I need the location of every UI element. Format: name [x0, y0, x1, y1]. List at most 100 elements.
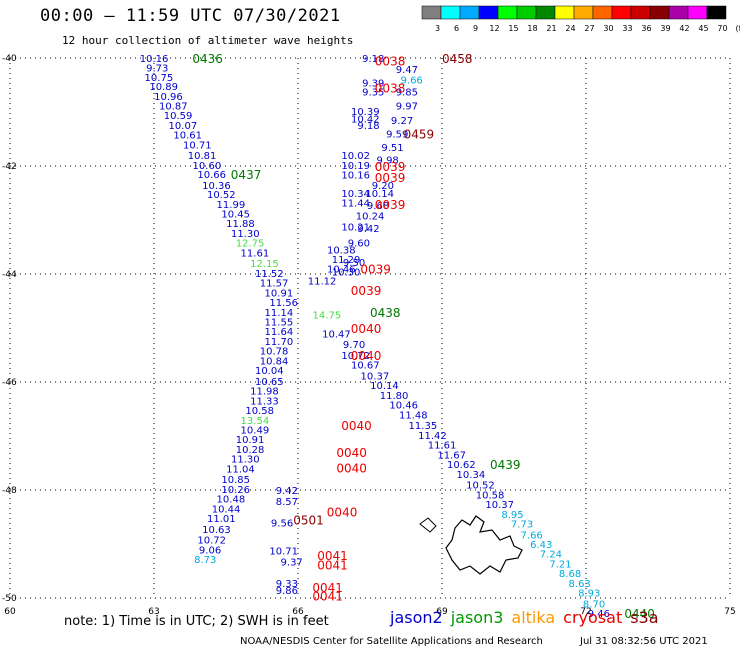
wave-height-value: 10.85	[221, 475, 250, 486]
wave-height-value: 10.21	[341, 222, 370, 233]
wave-height-value: 10.84	[260, 356, 289, 367]
chart-subtitle: 12 hour collection of altimeter wave hei…	[62, 34, 354, 47]
pass-time-label: 0041	[312, 589, 343, 603]
colorbar-label: 42	[679, 24, 689, 33]
legend-item-altika: altika	[511, 608, 556, 627]
wave-height-value: 9.39	[362, 78, 384, 89]
wave-height-value: 11.67	[437, 450, 466, 461]
wave-height-value: 9.73	[146, 64, 168, 75]
wave-height-value: 10.75	[145, 73, 174, 84]
wave-height-value: 11.04	[226, 464, 255, 475]
x-tick-label: 75	[724, 607, 735, 617]
wave-height-value: 10.45	[221, 210, 250, 221]
wave-height-value: 7.66	[521, 530, 543, 541]
wave-height-value: 10.59	[164, 111, 193, 122]
wave-height-value: 9.18	[357, 121, 379, 132]
wave-height-value: 9.50	[343, 258, 365, 269]
wave-height-value: 11.30	[231, 455, 260, 466]
wave-height-value: 9.59	[386, 130, 408, 141]
y-tick-label: -44	[2, 270, 17, 280]
wave-height-value: 11.48	[399, 410, 428, 421]
wave-height-value: 10.48	[217, 495, 246, 506]
y-tick-label: -40	[2, 54, 17, 64]
wave-height-value: 10.49	[241, 426, 270, 437]
wave-height-value: 8.93	[578, 589, 600, 600]
wave-height-value: 10.72	[341, 351, 370, 362]
wave-height-value: 10.58	[245, 406, 274, 417]
colorbar-swatch	[535, 5, 556, 20]
wave-height-value: 9.68	[367, 201, 389, 212]
legend-item-cryosat: cryosat	[563, 608, 623, 627]
wave-height-value: 10.16	[341, 171, 370, 182]
pass-time-label: 0436	[192, 52, 223, 66]
wave-height-value: 11.33	[250, 396, 279, 407]
x-tick-label: 63	[148, 607, 159, 617]
colorbar-swatch	[440, 5, 461, 20]
wave-height-value: 8.57	[276, 497, 298, 508]
y-tick-label: -48	[2, 486, 17, 496]
pass-time-label: 0458	[442, 52, 473, 66]
wave-height-value: 10.66	[197, 170, 226, 181]
colorbar-swatch	[421, 5, 442, 20]
colorbar-label: 24	[565, 24, 575, 33]
colorbar-swatch	[649, 5, 670, 20]
wave-height-value: 10.89	[149, 82, 178, 93]
wave-height-value: 9.33	[276, 579, 298, 590]
colorbar-label: (ft)	[735, 24, 740, 33]
wave-height-value: 10.37	[361, 372, 390, 383]
colorbar-label: 15	[508, 24, 518, 33]
wave-height-value: 9.51	[381, 143, 403, 154]
wave-height-value: 14.75	[313, 311, 342, 322]
wave-height-value: 11.35	[409, 421, 438, 432]
wave-height-value: 10.62	[447, 460, 476, 471]
pass-time-label: 0040	[327, 506, 358, 520]
wave-height-value: 9.42	[276, 486, 298, 497]
colorbar-label: 27	[584, 24, 594, 33]
pass-time-label: 0039	[351, 284, 382, 298]
wave-height-value: 10.61	[173, 131, 202, 142]
colorbar-label: 9	[473, 24, 478, 33]
wave-height-value: 11.52	[255, 269, 284, 280]
pass-time-label: 0041	[312, 581, 343, 595]
wave-height-value: 11.64	[265, 327, 294, 338]
colorbar-label: 6	[454, 24, 459, 33]
colorbar-label: 12	[489, 24, 499, 33]
colorbar-swatch	[668, 5, 689, 20]
satellite-legend: jason2 jason3 altika cryosat s3a	[390, 608, 667, 627]
wave-height-value: 10.65	[255, 377, 284, 388]
wave-height-value: 9.47	[396, 65, 418, 76]
pass-time-label: 0040	[336, 446, 367, 460]
wave-height-value: 9.06	[199, 545, 221, 556]
colorbar-swatch	[687, 5, 708, 20]
wave-height-value: 9.42	[357, 224, 379, 235]
wave-height-value: 9.18	[362, 54, 384, 65]
pass-time-label: 0039	[375, 171, 406, 185]
pass-time-label: 0040	[351, 322, 382, 336]
wave-height-value: 10.16	[140, 54, 169, 65]
legend-item-jason2: jason2	[390, 608, 443, 627]
colorbar-swatch	[706, 5, 727, 20]
colorbar-swatch	[630, 5, 651, 20]
wave-height-value: 9.37	[281, 557, 303, 568]
wave-height-value: 11.14	[265, 308, 294, 319]
wave-height-value: 10.19	[341, 161, 370, 172]
pass-time-label: 0039	[360, 263, 391, 277]
pass-time-label: 0438	[370, 306, 401, 320]
wave-height-value: 11.61	[428, 441, 457, 452]
wave-height-value: 10.38	[327, 246, 356, 257]
wave-height-value: 9.66	[401, 76, 423, 87]
wave-height-value: 7.73	[511, 519, 533, 530]
pass-time-label: 0038	[375, 55, 406, 69]
wave-height-value: 10.78	[260, 347, 289, 358]
timestamp: Jul 31 08:32:56 UTC 2021	[580, 636, 708, 647]
wave-height-value: 10.44	[212, 504, 241, 515]
wave-height-value: 10.52	[207, 190, 236, 201]
wave-height-value: 11.57	[260, 279, 289, 290]
colorbar-swatch	[573, 5, 594, 20]
wave-height-value: 10.60	[193, 161, 222, 172]
wave-height-value: 10.14	[365, 189, 394, 200]
wave-height-value: 10.63	[202, 525, 231, 536]
pass-time-label: 0440	[624, 607, 655, 621]
wave-height-value: 10.71	[269, 546, 298, 557]
legend-item-jason3: jason3	[450, 608, 504, 627]
